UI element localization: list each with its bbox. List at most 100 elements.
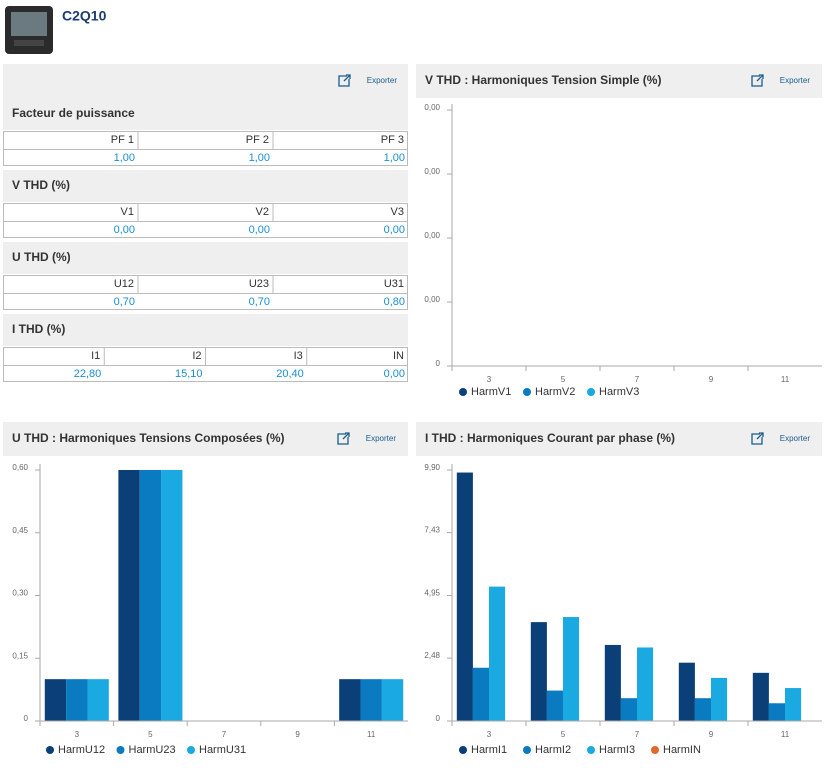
- table: [3, 275, 408, 310]
- bar: [66, 679, 88, 721]
- export-button[interactable]: Exporter: [780, 434, 811, 443]
- x-tick-label: 11: [781, 375, 790, 384]
- y-tick-label: 0,45: [12, 526, 28, 535]
- legend-label: HarmIN: [663, 744, 701, 756]
- legend-dot: [459, 746, 467, 754]
- table-header: I3: [294, 350, 303, 362]
- x-tick-label: 11: [367, 730, 376, 739]
- section-header: [3, 314, 408, 346]
- x-tick-label: 5: [148, 730, 153, 739]
- table-value: 22,80: [74, 368, 102, 380]
- page-title: C2Q10: [62, 8, 107, 24]
- x-tick-label: 7: [635, 375, 640, 384]
- section-header: [3, 98, 408, 130]
- x-tick-label: 5: [561, 730, 566, 739]
- section-title: V THD (%): [12, 178, 70, 192]
- legend-label: HarmV3: [599, 386, 639, 398]
- legend-dot: [187, 746, 195, 754]
- device-icon: [5, 6, 53, 54]
- legend-label: HarmV1: [471, 386, 511, 398]
- export-button[interactable]: Exporter: [780, 76, 811, 85]
- bar: [694, 698, 711, 721]
- table-header: IN: [393, 350, 404, 362]
- legend-label: HarmV2: [535, 386, 575, 398]
- table-header: U12: [114, 278, 134, 290]
- panel-header: [416, 64, 822, 98]
- export-button[interactable]: Exporter: [366, 434, 397, 443]
- table-header: PF 3: [381, 134, 404, 146]
- legend-label: HarmU31: [199, 744, 246, 756]
- legend-dot: [459, 388, 467, 396]
- chart-title: I THD : Harmoniques Courant par phase (%…: [425, 431, 675, 445]
- legend-dot: [587, 388, 595, 396]
- bar: [604, 644, 621, 721]
- bar: [678, 662, 695, 721]
- legend-label: HarmI3: [599, 744, 635, 756]
- x-tick-label: 7: [222, 730, 227, 739]
- section-header: [3, 242, 408, 274]
- export-icon: [338, 74, 351, 87]
- table-value: 0,80: [384, 296, 405, 308]
- chart-title: U THD : Harmoniques Tensions Composées (…: [12, 431, 284, 445]
- legend-dot: [523, 388, 531, 396]
- table-value: 0,00: [114, 224, 135, 236]
- y-tick-label: 0: [24, 714, 29, 723]
- legend-label: HarmI1: [471, 744, 507, 756]
- bar: [530, 622, 547, 721]
- bar: [546, 690, 563, 721]
- x-tick-label: 3: [487, 375, 492, 384]
- section-title: Facteur de puissance: [12, 106, 135, 120]
- table-header: PF 1: [111, 134, 134, 146]
- panel-header: [3, 422, 408, 456]
- bar: [44, 679, 67, 721]
- table-header: I2: [192, 350, 201, 362]
- table-header: U31: [384, 278, 404, 290]
- chart-title: V THD : Harmoniques Tension Simple (%): [425, 73, 661, 87]
- section-title: I THD (%): [12, 322, 65, 336]
- bar: [139, 470, 162, 721]
- bar: [637, 647, 654, 721]
- legend-dot: [587, 746, 595, 754]
- y-tick-label: 9,90: [424, 463, 440, 472]
- x-tick-label: 9: [709, 730, 714, 739]
- legend-label: HarmU12: [58, 744, 105, 756]
- bar: [711, 677, 728, 721]
- x-tick-label: 11: [781, 730, 790, 739]
- table-value: 1,00: [114, 152, 135, 164]
- table-value: 0,70: [114, 296, 135, 308]
- bar: [339, 679, 361, 721]
- y-tick-label: 0: [436, 359, 441, 368]
- export-icon: [337, 432, 350, 445]
- export-icon: [751, 432, 764, 445]
- table-header: V1: [121, 206, 134, 218]
- legend-label: HarmU23: [129, 744, 176, 756]
- panel-header: [416, 422, 822, 456]
- legend-dot: [523, 746, 531, 754]
- x-tick-label: 3: [75, 730, 80, 739]
- table: [3, 131, 408, 166]
- table-value: 0,00: [384, 224, 405, 236]
- y-tick-label: 2,48: [424, 651, 440, 660]
- export-icon: [751, 74, 764, 87]
- y-tick-label: 0,00: [424, 231, 440, 240]
- x-tick-label: 9: [709, 375, 714, 384]
- table-header: I1: [91, 350, 100, 362]
- bar: [456, 472, 473, 721]
- bar: [563, 617, 580, 721]
- table-value: 20,40: [276, 368, 304, 380]
- x-tick-label: 7: [635, 730, 640, 739]
- panel-header: [3, 64, 408, 98]
- table-header: V2: [256, 206, 269, 218]
- table-header: U23: [249, 278, 269, 290]
- export-button[interactable]: Exporter: [367, 76, 398, 85]
- table-value: 1,00: [384, 152, 405, 164]
- table-value: 0,00: [249, 224, 270, 236]
- section-header: [3, 170, 408, 202]
- table-value: 1,00: [249, 152, 270, 164]
- section-title: U THD (%): [12, 250, 71, 264]
- table-value: 0,70: [249, 296, 270, 308]
- bar: [472, 667, 489, 721]
- bar: [489, 586, 506, 721]
- bar: [161, 470, 183, 721]
